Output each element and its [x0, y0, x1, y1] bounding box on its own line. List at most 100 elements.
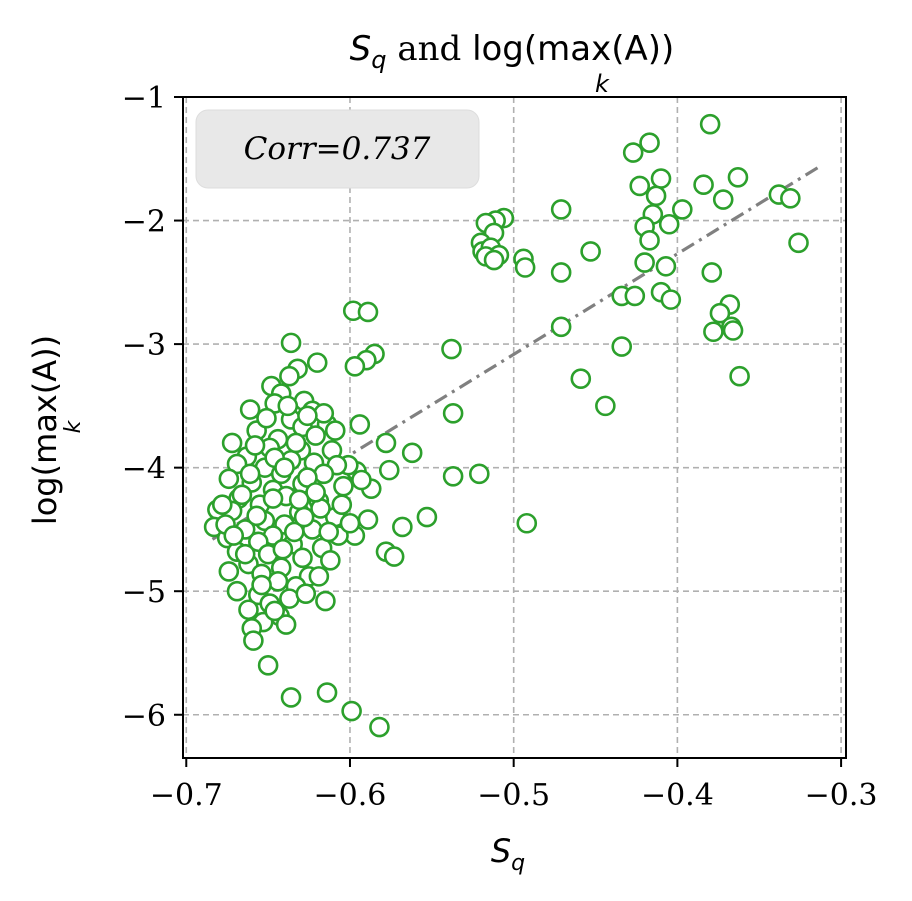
data-point — [243, 630, 264, 651]
data-point — [331, 494, 353, 516]
data-point — [671, 199, 693, 220]
x-axis-label: Sq — [491, 832, 525, 876]
y-tick-label: −6 — [122, 699, 166, 734]
data-point — [284, 521, 305, 543]
data-point — [624, 285, 646, 307]
data-point — [293, 506, 315, 528]
data-point — [305, 482, 326, 503]
data-point — [550, 199, 572, 220]
y-tick-label: −4 — [122, 452, 166, 487]
data-point — [392, 516, 413, 538]
data-point — [514, 257, 536, 278]
data-point — [264, 600, 285, 622]
data-point — [313, 402, 335, 424]
data-point — [324, 420, 346, 441]
data-point — [727, 167, 749, 188]
data-point — [280, 332, 302, 354]
x-tick-label: −0.3 — [805, 778, 878, 813]
data-point — [211, 494, 233, 516]
data-point — [339, 512, 361, 534]
data-point — [357, 301, 379, 323]
data-point — [595, 395, 616, 417]
data-point — [357, 509, 379, 530]
x-tick-label: −0.5 — [477, 778, 550, 813]
ylabel-max: max — [26, 394, 64, 464]
data-point — [218, 561, 240, 582]
y-tick-label: −3 — [122, 328, 166, 363]
data-point — [699, 113, 721, 135]
title-k-subscript: k — [595, 70, 610, 98]
data-point — [401, 442, 423, 464]
data-point — [251, 574, 272, 596]
data-point — [277, 395, 299, 417]
title-args: (A)) — [611, 29, 674, 69]
data-point — [318, 521, 339, 543]
data-point — [297, 405, 318, 427]
data-point — [701, 262, 723, 283]
chart-title: Sq and log(max(A)) — [350, 29, 675, 74]
data-point — [639, 230, 660, 251]
x-tick-label: −0.4 — [641, 778, 714, 813]
data-point — [655, 255, 677, 277]
title-and — [387, 29, 398, 69]
data-point — [280, 687, 302, 708]
data-point — [469, 463, 490, 485]
title-and-word: and — [397, 29, 461, 69]
data-point — [580, 241, 601, 262]
axis-ticks: −0.7 −0.6 −0.5 −0.4 −0.3 −6 −5 −4 −3 −2 −1 — [122, 81, 878, 813]
data-point — [383, 546, 405, 567]
data-point — [629, 175, 651, 197]
data-points — [203, 113, 809, 738]
data-point — [308, 566, 330, 587]
data-point — [246, 505, 267, 527]
data-point — [660, 289, 682, 310]
data-point — [729, 365, 750, 387]
data-point — [244, 435, 266, 456]
data-point — [378, 459, 400, 481]
data-point — [239, 463, 261, 485]
data-point — [369, 716, 390, 738]
data-point — [262, 488, 284, 509]
data-point — [341, 700, 362, 722]
y-tick-label: −1 — [122, 81, 166, 116]
data-point — [442, 466, 464, 487]
data-point — [316, 682, 338, 703]
ylabel-log-open: log( — [26, 464, 64, 525]
title-space — [461, 29, 472, 69]
data-point — [256, 407, 277, 429]
data-point — [788, 232, 809, 254]
data-point — [292, 547, 313, 569]
data-point — [634, 252, 655, 273]
data-point — [709, 302, 731, 324]
data-point — [550, 316, 572, 338]
data-point — [295, 583, 317, 604]
data-point — [622, 142, 644, 163]
data-point — [570, 368, 592, 389]
data-point — [288, 489, 310, 511]
y-tick-label: −2 — [122, 205, 166, 240]
ylabel-args: (A)) — [26, 335, 64, 394]
data-point — [611, 336, 633, 357]
data-point — [483, 249, 505, 271]
data-point — [441, 338, 462, 360]
y-tick-label: −5 — [122, 575, 166, 610]
data-point — [375, 432, 397, 454]
data-point — [722, 320, 744, 341]
data-point — [285, 432, 307, 454]
data-point — [257, 655, 279, 676]
data-point — [279, 365, 300, 387]
data-point — [305, 425, 326, 446]
data-point — [693, 174, 714, 196]
annotation-box — [195, 109, 480, 189]
title-max: max — [537, 29, 611, 69]
data-point — [703, 321, 724, 343]
data-point — [351, 469, 372, 491]
data-point — [658, 213, 680, 235]
data-point — [315, 590, 336, 612]
data-point — [218, 468, 240, 490]
plot-background — [183, 97, 846, 758]
data-point — [650, 168, 672, 189]
data-point — [442, 402, 464, 424]
data-point — [320, 550, 341, 571]
title-log-open: log( — [472, 29, 537, 69]
